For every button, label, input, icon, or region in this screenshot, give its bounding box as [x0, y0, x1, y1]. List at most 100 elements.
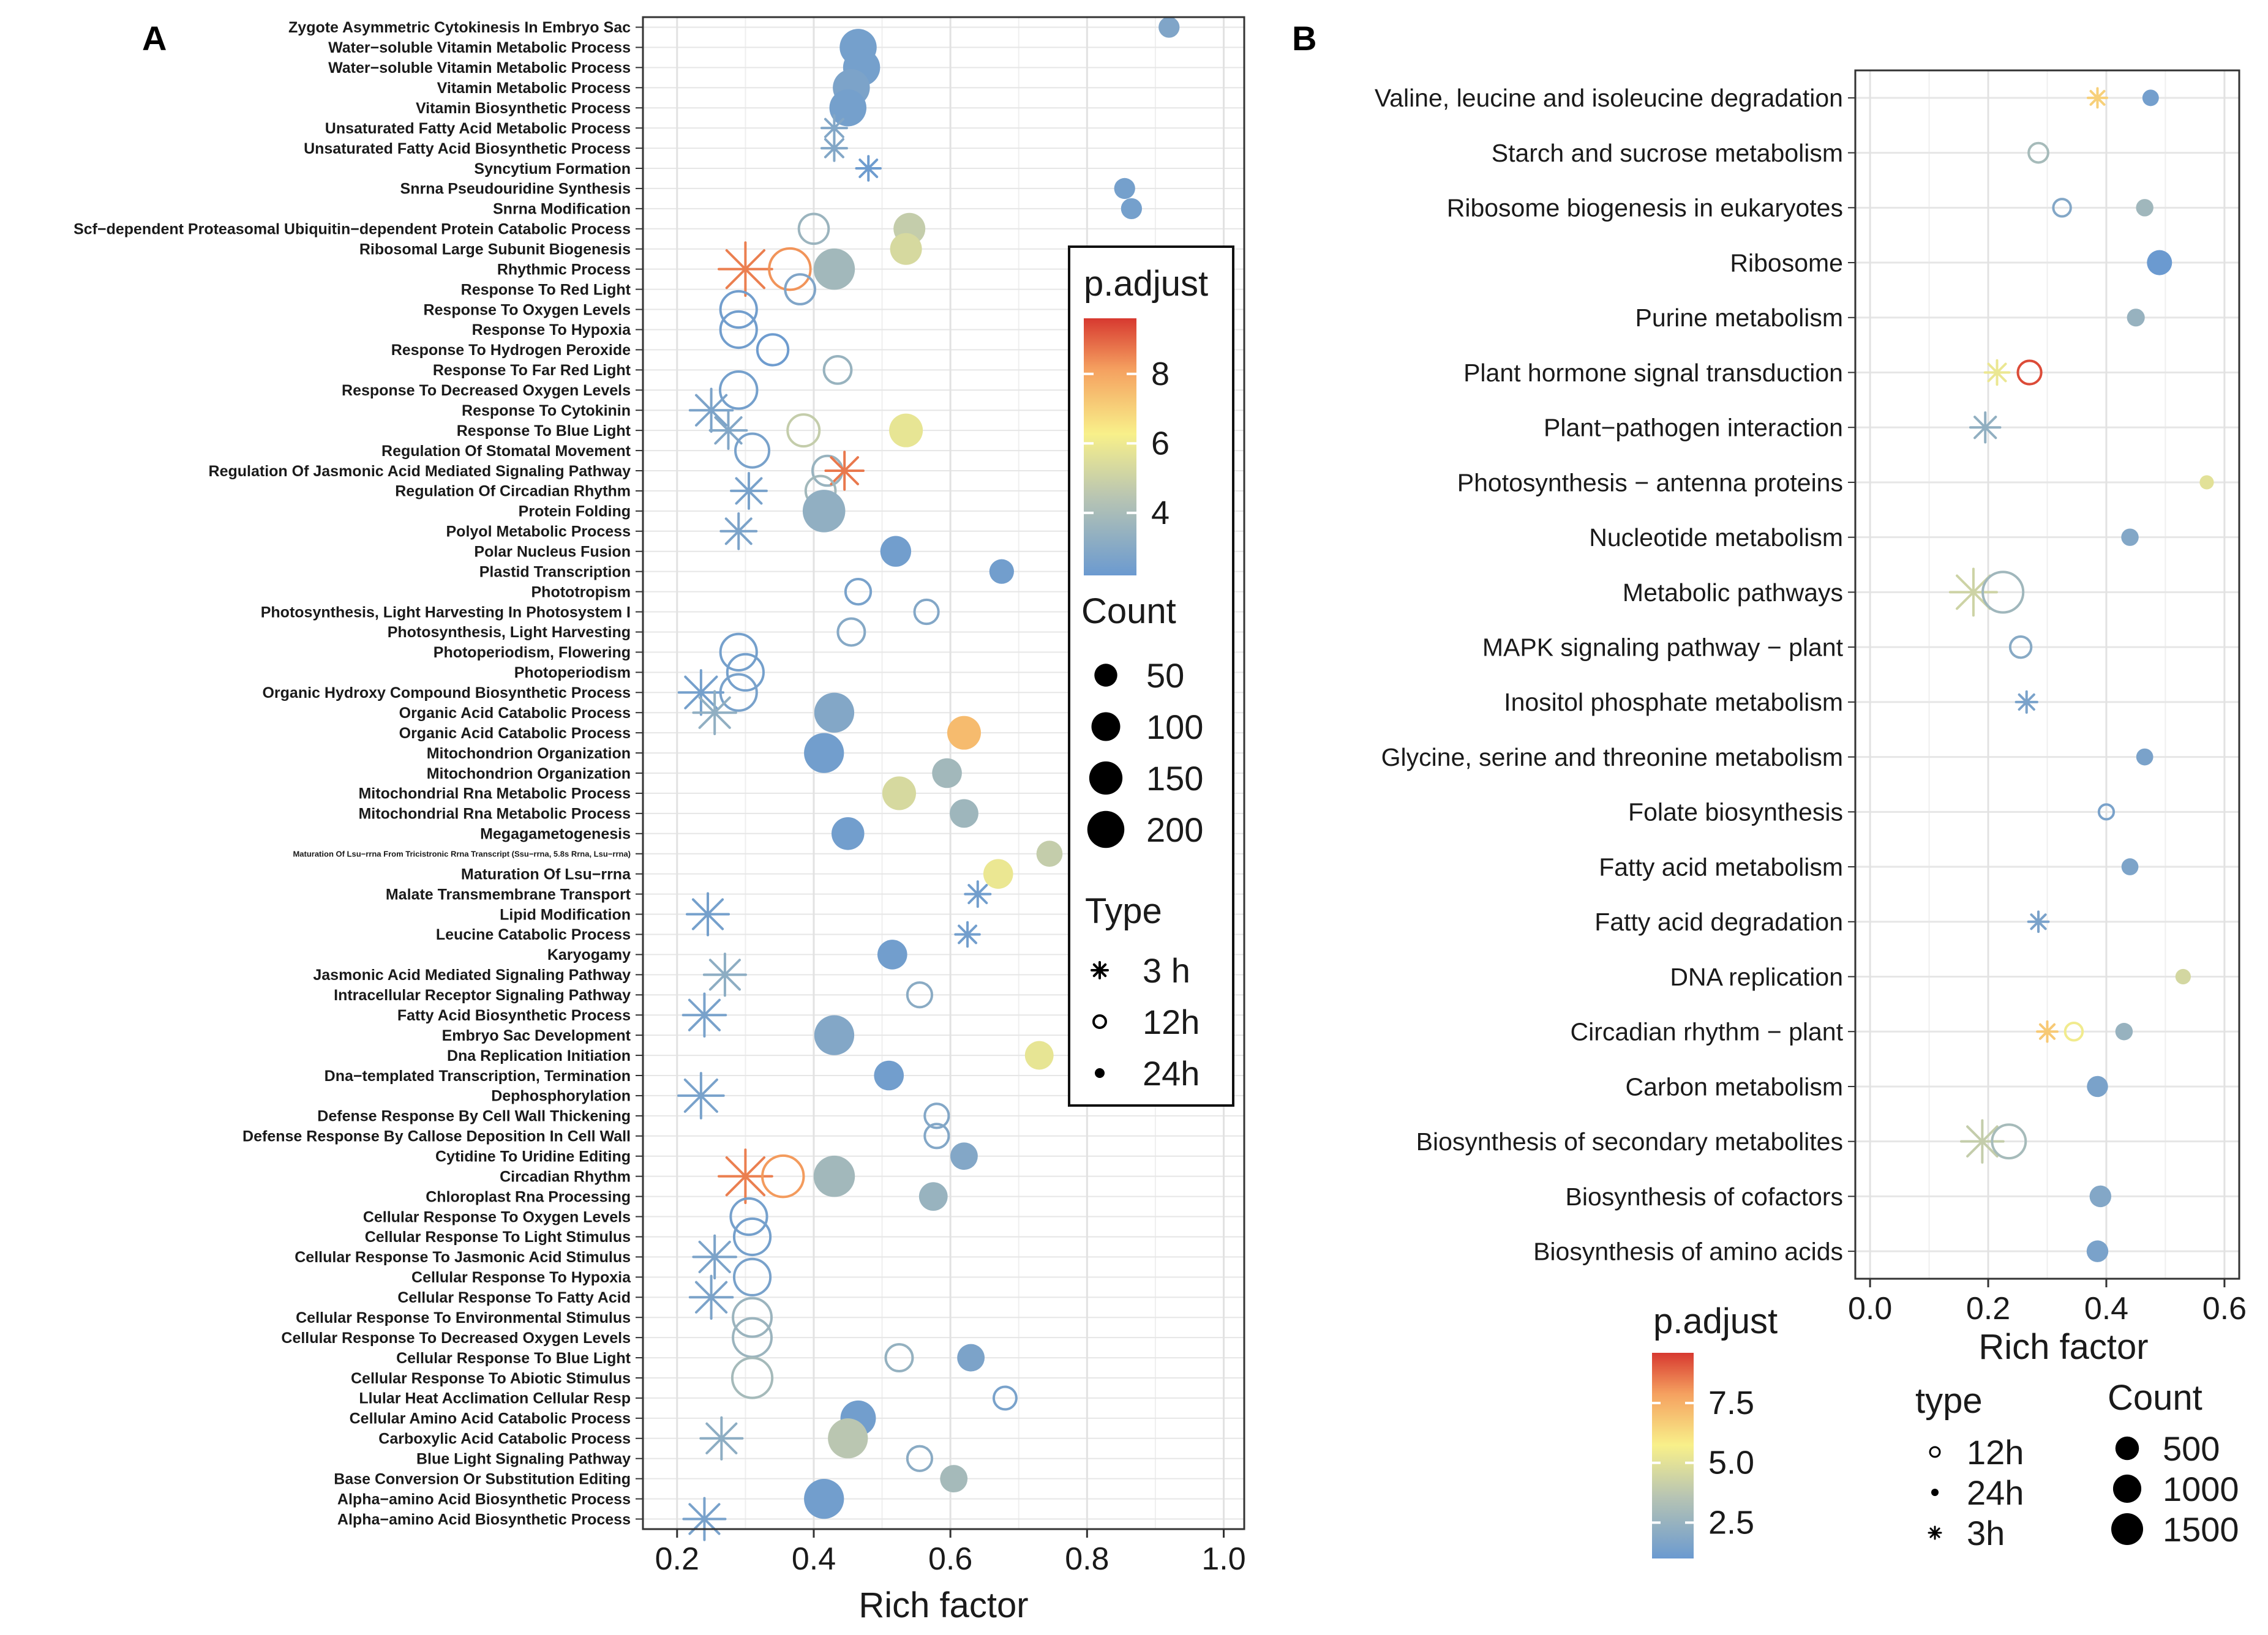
type-legend-24h-icon — [1095, 1068, 1105, 1078]
type-legend-12h-icon — [1929, 1446, 1941, 1458]
data-point-3h — [2015, 690, 2038, 714]
type-legend-label: 12h — [1143, 1003, 1200, 1041]
type-legend-3h-icon — [1928, 1525, 1942, 1540]
data-point-12h — [992, 1385, 1018, 1411]
data-point-3h-stroke — [695, 394, 728, 427]
count-legend-dot — [2115, 1436, 2139, 1461]
data-point-24h — [813, 1155, 855, 1197]
category-label: Regulation Of Stomatal Movement — [381, 443, 631, 460]
count-legend-label: 500 — [2163, 1429, 2220, 1468]
x-tick-label: 0.2 — [655, 1541, 699, 1577]
category-label: Llular Heat Acclimation Cellular Resp — [359, 1390, 631, 1407]
data-point-24h — [880, 536, 912, 567]
data-point-12h — [836, 617, 866, 647]
category-label: Lipid Modification — [500, 906, 631, 923]
data-point-24h — [2087, 1076, 2108, 1098]
category-label: Response To Hydrogen Peroxide — [391, 342, 631, 359]
category-label: Ribosome — [1730, 249, 1843, 277]
category-label: Water−soluble Vitamin Metabolic Process — [328, 39, 631, 56]
category-label: DNA replication — [1670, 963, 1843, 991]
data-point-3h-stroke — [824, 138, 844, 159]
panel-a-label: A — [142, 19, 167, 58]
data-point-3h — [1983, 359, 2011, 386]
type-legend-label: 24h — [1967, 1473, 2024, 1512]
data-point-24h — [2121, 528, 2139, 546]
category-label: Response To Decreased Oxygen Levels — [342, 382, 631, 399]
data-point-24h — [2136, 199, 2153, 217]
data-point-24h — [814, 692, 855, 733]
count-legend-label: 1000 — [2163, 1470, 2239, 1508]
data-point-3h-stroke — [2089, 89, 2106, 106]
data-point-3h-stroke — [725, 249, 766, 290]
category-label: Embryo Sac Development — [442, 1027, 631, 1044]
data-point-3h-stroke — [830, 456, 859, 485]
category-label: Malate Transmembrane Transport — [386, 886, 631, 903]
data-point-3h — [685, 892, 730, 937]
data-point-12h — [756, 333, 790, 367]
colorbar-tick-label: 4 — [1151, 495, 1170, 531]
category-label: Carboxylic Acid Catabolic Process — [378, 1431, 631, 1448]
data-point-24h — [829, 89, 867, 127]
panel-a-legend: p.adjust 8 6 4 Count 50 100 150 200 Type 3 h 1… — [1068, 245, 1234, 1107]
category-label: Organic Acid Catabolic Process — [399, 725, 631, 742]
data-point-24h — [1158, 17, 1180, 38]
category-label: Photosynthesis, Light Harvesting In Phot… — [261, 604, 631, 621]
category-label: Alpha−amino Acid Biosynthetic Process — [337, 1491, 631, 1508]
type-legend-3h-icon-stroke — [1092, 963, 1107, 978]
data-point-3h-stroke — [698, 696, 731, 729]
category-label: Organic Hydroxy Compound Biosynthetic Pr… — [262, 684, 631, 702]
data-point-3h-stroke — [705, 1422, 738, 1454]
data-point-24h — [2089, 1185, 2112, 1208]
data-point-3h-stroke — [724, 517, 753, 545]
category-label: Photosynthesis − antenna proteins — [1457, 468, 1843, 496]
category-label: Photosynthesis, Light Harvesting — [388, 624, 631, 641]
category-label: Phototropism — [531, 583, 631, 600]
data-point-12h — [719, 310, 758, 350]
data-point-12h — [726, 653, 765, 692]
category-label: Plastid Transcription — [479, 563, 631, 580]
data-point-3h — [702, 952, 747, 997]
data-point-12h — [732, 1257, 772, 1296]
data-point-12h — [844, 577, 873, 606]
category-label: Plant−pathogen interaction — [1544, 414, 1843, 442]
type-legend-label: 24h — [1143, 1054, 1200, 1093]
x-tick-label: 0.2 — [1966, 1291, 2010, 1326]
data-point-3h — [954, 921, 981, 948]
category-label: Biosynthesis of cofactors — [1566, 1183, 1843, 1211]
panel-b-category-labels: Valine, leucine and isoleucine degradati… — [1375, 84, 1855, 1265]
category-label: Defense Response By Cell Wall Thickening — [317, 1108, 631, 1125]
data-point-3h-stroke — [708, 959, 741, 991]
category-label: Leucine Catabolic Process — [436, 926, 631, 943]
data-point-3h-stroke — [2038, 1023, 2056, 1040]
panel-a-category-labels: Zygote Asymmetric Cytokinesis In Embryo … — [73, 19, 643, 1528]
legend-a-colorbar — [1084, 318, 1136, 575]
category-label: Snrna Pseudouridine Synthesis — [400, 181, 631, 198]
legend-a-count-items: 50 100 150 200 — [1087, 656, 1203, 849]
category-label: Base Conversion Or Substitution Editing — [334, 1470, 631, 1487]
data-point-3h — [820, 134, 848, 162]
panel-b-plot-border — [1854, 69, 2240, 1280]
type-legend-12h-icon — [1092, 1014, 1107, 1029]
count-legend-dot — [1091, 712, 1121, 741]
panel-b-grid — [1855, 70, 2239, 1279]
data-point-3h-stroke — [1987, 362, 2007, 383]
category-label: Unsaturated Fatty Acid Metabolic Process — [325, 120, 631, 137]
data-point-12h — [732, 1217, 772, 1257]
category-label: Metabolic pathways — [1623, 578, 1843, 607]
data-point-3h-stroke — [714, 416, 743, 445]
panel-a: A Zygote Asymmetric Cytokinesis In Embry… — [73, 16, 1246, 1625]
data-point-3h — [1969, 411, 2002, 444]
category-label: Mitochondrion Organization — [427, 765, 631, 782]
category-label: Cellular Amino Acid Catabolic Process — [350, 1410, 631, 1427]
data-point-3h — [730, 471, 768, 510]
data-point-12h — [2008, 635, 2033, 659]
data-point-3h-stroke — [958, 924, 978, 945]
count-legend-dot — [1094, 664, 1117, 687]
data-point-3h-stroke — [691, 898, 724, 930]
count-legend-dot — [2111, 1513, 2143, 1545]
data-point-12h — [734, 432, 771, 469]
data-point-3h — [692, 690, 737, 735]
data-point-3h-stroke — [1966, 1125, 1999, 1158]
panel-a-plot-border — [642, 16, 1245, 1530]
